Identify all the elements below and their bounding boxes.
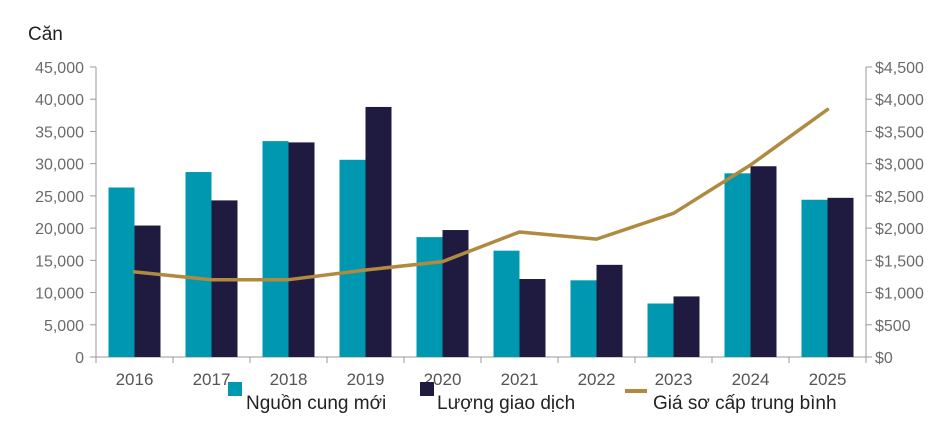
left-tick-label: 20,000 <box>35 221 84 238</box>
x-tick-label: 2022 <box>578 370 616 389</box>
right-tick-label: $4,000 <box>875 92 924 109</box>
bar-luong-giao-dich <box>366 107 392 357</box>
y-axis-unit-label: Căn <box>28 24 63 45</box>
left-tick-label: 10,000 <box>35 286 84 303</box>
line-layer <box>134 109 827 279</box>
left-tick-label: 30,000 <box>35 157 84 174</box>
x-tick-label: 2019 <box>347 370 385 389</box>
left-tick-label: 5,000 <box>44 318 84 335</box>
axes: 0 5,000 10,000 15,000 20,000 25,000 30,000 35,0… <box>35 60 924 389</box>
x-tick-label: 2025 <box>809 370 847 389</box>
right-tick-label: $3,000 <box>875 157 924 174</box>
x-tick-label: 2016 <box>116 370 154 389</box>
legend-swatch-luong-giao-dich <box>420 382 434 396</box>
bar-luong-giao-dich <box>443 230 469 357</box>
legend-label: Lượng giao dịch <box>437 393 575 414</box>
right-tick-label: $2,500 <box>875 189 924 206</box>
bar-luong-giao-dich <box>674 296 700 357</box>
left-tick-label: 25,000 <box>35 189 84 206</box>
bar-nguon-cung-moi <box>186 172 212 357</box>
bar-nguon-cung-moi <box>417 237 443 357</box>
legend-swatch-nguon-cung-moi <box>228 382 242 396</box>
right-tick-label: $3,500 <box>875 124 924 141</box>
right-tick-label: $4,500 <box>875 60 924 77</box>
bar-luong-giao-dich <box>597 265 623 357</box>
right-tick-label: $0 <box>875 350 893 367</box>
x-tick-label: 2023 <box>655 370 693 389</box>
bar-nguon-cung-moi <box>263 141 289 357</box>
bar-nguon-cung-moi <box>725 173 751 357</box>
right-tick-label: $2,000 <box>875 221 924 238</box>
left-tick-label: 15,000 <box>35 253 84 270</box>
bar-nguon-cung-moi <box>648 304 674 357</box>
legend-label: Giá sơ cấp trung bình <box>653 393 837 414</box>
left-tick-label: 35,000 <box>35 124 84 141</box>
right-tick-label: $1,000 <box>875 286 924 303</box>
bar-luong-giao-dich <box>751 166 777 357</box>
bar-nguon-cung-moi <box>571 280 597 357</box>
left-tick-label: 45,000 <box>35 60 84 77</box>
left-tick-label: 0 <box>75 350 84 367</box>
bars-layer <box>109 107 854 357</box>
bar-luong-giao-dich <box>135 226 161 357</box>
left-tick-label: 40,000 <box>35 92 84 109</box>
line-gia-so-cap-trung-binh <box>135 110 828 280</box>
bar-nguon-cung-moi <box>109 188 135 357</box>
bar-nguon-cung-moi <box>340 160 366 357</box>
bar-luong-giao-dich <box>520 279 546 357</box>
bar-nguon-cung-moi <box>802 200 828 357</box>
x-tick-label: 2018 <box>270 370 308 389</box>
right-tick-label: $1,500 <box>875 253 924 270</box>
x-tick-label: 2024 <box>732 370 770 389</box>
right-tick-label: $500 <box>875 318 911 335</box>
legend-label: Nguồn cung mới <box>246 393 386 414</box>
bar-luong-giao-dich <box>828 198 854 357</box>
bar-nguon-cung-moi <box>494 251 520 357</box>
bar-luong-giao-dich <box>289 142 315 357</box>
x-tick-label: 2021 <box>501 370 539 389</box>
x-tick-label: 2017 <box>193 370 231 389</box>
